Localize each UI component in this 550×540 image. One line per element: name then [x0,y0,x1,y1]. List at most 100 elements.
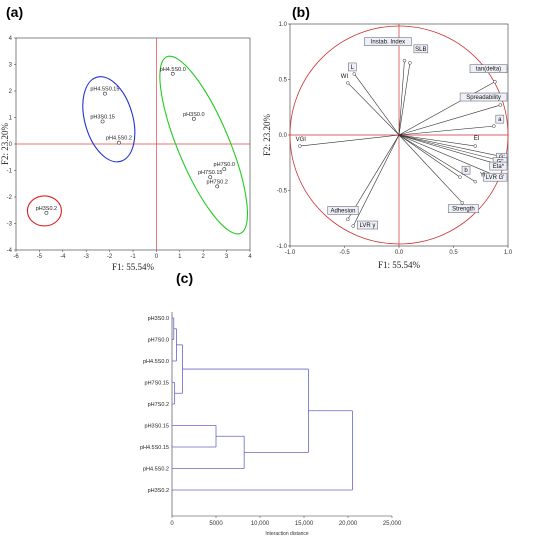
leaf-label-ph3s0-15: pH3S0.15 [145,424,169,430]
x-tick-label: -6 [13,254,19,260]
y-tick-label: -1 [7,169,13,175]
y-axis-label: F2: 23.20% [262,114,272,157]
loading-point-vgi [298,144,302,148]
loading-vector-ei [398,134,476,147]
loading-label-box-slb [413,44,429,54]
y-tick-label: 0 [9,142,13,148]
x-axis-label: F1: 55.54% [378,260,421,270]
loading-vector-lvr [352,134,400,227]
loading-label-box-b [461,165,471,175]
loading-vector-b [398,134,461,178]
loading-vector-strength [398,134,463,203]
y-tick-label: 0.0 [279,133,288,139]
loading-label-lvr: LVR γ [360,223,376,229]
x-tick-label: -5 [37,254,43,260]
y-tick-label: 0.5 [279,78,288,84]
loading-label-box-adhesion [327,206,359,215]
loading-vector-g [398,134,505,158]
point-ph7s0-15 [208,175,213,180]
point-ph3s0-0 [191,116,196,121]
x-tick-label: -1.0 [285,250,296,256]
loading-vector-yi [398,134,476,182]
loading-point-l [352,72,357,76]
leaf-label-ph7s0-0: pH7S0.0 [148,338,169,344]
loading-vector-l [354,73,400,136]
x-tick-label: -3 [84,254,90,260]
x-tick-label: 5000 [209,521,223,527]
y-tick-label: -4 [7,248,13,254]
loading-label-instab-index: Instab. Index [371,40,405,46]
point-label-ph3s0-15: pH3S0.15 [90,114,114,120]
x-tick-label: 1.0 [504,250,513,256]
loading-label-box-l [348,62,357,72]
loading-label-tan-delta: tan(delta) [476,67,501,73]
loading-label-box-instab-index [364,37,412,46]
x-tick-label: 3 [225,254,229,260]
y-tick-label: -3 [7,222,13,228]
x-tick-label: 2 [202,254,206,260]
x-tick-label: 25,000 [383,521,402,527]
point-label-ph4-5s0-15: pH4.5S0.15 [90,87,119,93]
x-tick-label: 4 [248,254,252,260]
loading-label-box-a [495,114,505,124]
loading-vector-wi [347,82,400,136]
loading-label-lvr-g: LVR G' [486,175,505,181]
point-label-ph7s0-2: pH7S0.2 [207,179,228,185]
y-tick-label: 2 [9,89,13,95]
point-label-ph4-5s0-0: pH4.5S0.0 [160,67,186,73]
y-tick-label: 1.0 [279,22,288,28]
loading-label-strength: Strength [452,207,475,213]
loading-point-ei [473,144,478,148]
group-ellipse-0 [82,76,136,163]
loading-point-adhesion [346,217,350,222]
point-label-ph7s0-15: pH7S0.15 [198,170,222,176]
loading-vector-a [398,125,494,136]
panel-label-a: (a) [6,4,24,20]
loading-label-l: L [351,65,355,71]
x-tick-label: 20,000 [339,521,358,527]
loading-label-slb: SLB [415,47,426,53]
y-tick-label: 1 [9,116,13,122]
x-tick-label: -0.5 [339,250,350,256]
y-tick-label: -0.5 [277,189,288,195]
loading-label-a: a [498,117,502,123]
loading-vector-lvr-g [398,134,500,178]
loading-label-box-strength [447,204,479,213]
loading-point-strength [460,200,464,205]
x-tick-label: 0 [155,254,159,260]
x-tick-label: -2 [107,254,113,260]
group-ellipse-2 [26,195,62,227]
loading-vector-tan-delta [398,81,496,136]
loading-point-instab-index [402,58,407,63]
x-axis-label: Interaction distance [265,531,309,537]
point-label-ph3s0-2: pH3S0.2 [36,206,57,212]
loading-vector-g [398,134,504,162]
x-axis-label: F1: 55.54% [112,262,155,272]
panel-label-b: (b) [292,4,310,20]
x-tick-label: -1 [130,254,136,260]
loading-point-yi [473,179,478,184]
loading-point-a [492,124,496,128]
x-tick-label: 0.0 [395,250,404,256]
x-tick-label: -4 [60,254,66,260]
loading-label-box-eta [489,161,508,171]
loading-label-wi: WI [341,74,349,80]
point-label-ph4-5s0-2: pH4.5S0.2 [106,136,132,142]
loading-point-wi [346,81,350,85]
leaf-label-ph7s0-15: pH7S0.15 [145,381,169,387]
panel-label-c: (c) [176,270,194,286]
x-tick-label: 0 [170,521,174,527]
leaf-label-ph4-5s0-0: pH4.5S0.0 [143,359,169,365]
loading-label-ei: EI [474,136,480,142]
point-label-ph7s0-0: pH7S0.0 [214,162,235,168]
y-axis-label: F2: 23.20% [0,123,10,166]
loading-label-box-lvr-g [482,172,508,182]
loading-point-b [458,175,462,179]
loading-label-yi: Yi [480,173,485,179]
loading-label-b: b [464,168,468,174]
point-ph4-5s0-15 [103,91,107,96]
y-tick-label: 4 [9,36,13,42]
loading-label-eta: Eta* [493,164,505,170]
x-tick-label: 15,000 [295,521,314,527]
